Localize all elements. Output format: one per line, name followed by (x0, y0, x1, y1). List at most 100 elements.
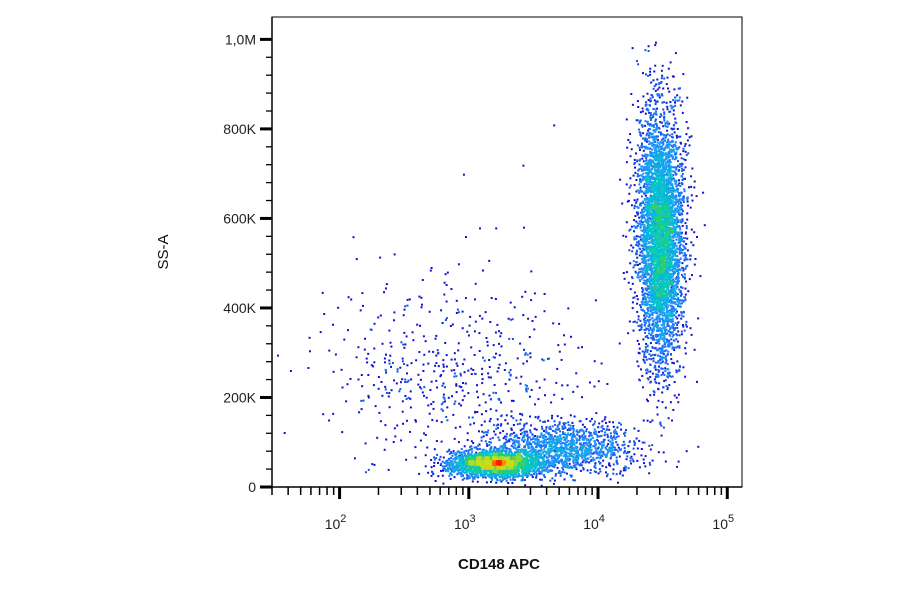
event-dot (673, 362, 675, 365)
event-dot (658, 317, 661, 320)
event-dot (609, 464, 612, 467)
event-dot (672, 213, 675, 216)
event-dot (609, 440, 611, 443)
event-dot (640, 174, 643, 177)
event-dot (674, 308, 677, 311)
event-dot (442, 382, 445, 385)
event-dot (646, 287, 649, 290)
event-dot (644, 331, 647, 334)
event-dot (662, 339, 665, 342)
event-dot (664, 124, 667, 127)
event-dot (635, 263, 637, 266)
event-dot (643, 360, 646, 363)
event-dot (446, 464, 449, 467)
event-dot (543, 310, 546, 313)
event-dot (662, 142, 665, 145)
event-dot (668, 181, 671, 184)
event-dot (675, 147, 678, 150)
event-dot (654, 112, 657, 114)
event-dot (645, 226, 648, 229)
event-dot (550, 441, 553, 444)
event-dot (644, 139, 647, 142)
event-dot (564, 445, 567, 448)
event-dot (558, 427, 561, 430)
event-dot (667, 159, 670, 162)
event-dot (637, 315, 640, 318)
event-dot (663, 234, 666, 237)
event-dot (638, 146, 641, 149)
event-dot (644, 153, 647, 156)
event-dot (647, 45, 650, 48)
event-dot (662, 87, 665, 90)
event-dot (636, 241, 638, 244)
event-dot (592, 423, 595, 426)
event-dot (419, 439, 422, 442)
event-dot (606, 383, 609, 385)
event-dot (666, 133, 669, 136)
event-dot (446, 419, 449, 422)
event-dot (641, 229, 644, 232)
event-dot (641, 209, 643, 212)
event-dot (541, 427, 544, 430)
event-dot (678, 259, 680, 261)
event-dot (482, 431, 485, 434)
event-dot (519, 422, 521, 425)
event-dot (671, 285, 674, 288)
event-dot (652, 125, 655, 128)
event-dot (653, 393, 656, 396)
event-dot (658, 369, 661, 372)
event-dot (471, 455, 473, 458)
event-dot (685, 341, 688, 344)
event-dot (449, 461, 452, 464)
event-dot (440, 408, 443, 411)
event-dot (341, 431, 344, 434)
event-dot (673, 266, 676, 269)
event-dot (611, 443, 614, 446)
event-dot (428, 310, 431, 313)
event-dot (636, 119, 639, 122)
event-dot (690, 175, 693, 178)
event-dot (594, 464, 597, 467)
event-dot (692, 244, 695, 247)
event-dot (483, 474, 486, 477)
event-dot (665, 361, 667, 364)
event-dot (545, 438, 547, 441)
event-dot (649, 296, 652, 299)
event-dot (552, 455, 555, 458)
event-dot (498, 398, 501, 400)
event-dot (675, 248, 678, 251)
event-dot (641, 223, 644, 226)
event-dot (656, 125, 658, 127)
event-dot (556, 439, 559, 442)
event-dot (497, 436, 500, 439)
event-dot (664, 152, 667, 155)
event-dot (664, 367, 667, 370)
event-dot (638, 329, 641, 332)
event-dot (658, 347, 661, 350)
event-dot (633, 427, 636, 430)
event-dot (676, 370, 679, 373)
event-dot (645, 299, 648, 302)
event-dot (442, 359, 445, 362)
event-dot (677, 272, 680, 275)
event-dot (476, 411, 479, 413)
event-dot (648, 258, 651, 261)
event-dot (644, 194, 647, 197)
event-dot (541, 358, 544, 361)
event-dot (634, 271, 637, 274)
event-dot (553, 393, 556, 396)
event-dot (561, 451, 564, 454)
event-dot (640, 143, 643, 146)
event-dot (644, 287, 647, 290)
event-dot (650, 177, 653, 180)
event-dot (681, 169, 684, 172)
event-dot (656, 307, 658, 310)
event-dot (641, 350, 644, 353)
event-dot (677, 314, 680, 317)
event-dot (659, 82, 662, 84)
event-dot (649, 262, 652, 265)
event-dot (456, 465, 459, 467)
event-dot (370, 364, 373, 367)
event-dot (664, 317, 667, 320)
event-dot (635, 190, 638, 193)
